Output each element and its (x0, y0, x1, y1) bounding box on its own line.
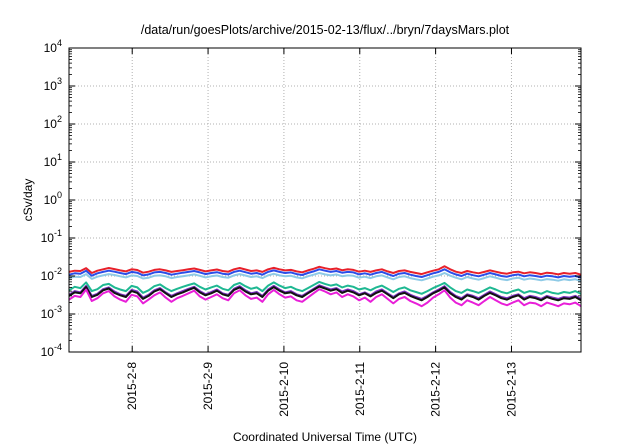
x-tick-label: 2015-2-8 (125, 362, 139, 410)
y-axis: 10-4 10-3 10-2 10-1 100 101 102 103 104 (41, 38, 581, 359)
x-tick-label: 2015-2-13 (504, 362, 518, 417)
series-group (68, 265, 582, 308)
y-tick-label: 103 (44, 76, 62, 93)
series-line (68, 268, 582, 279)
chart-title: /data/run/goesPlots/archive/2015-02-13/f… (141, 23, 510, 37)
x-axis-label: Coordinated Universal Time (UTC) (233, 430, 417, 444)
y-axis-label: cSv/day (21, 179, 35, 222)
x-tick-label: 2015-2-10 (277, 362, 291, 417)
x-tick-label: 2015-2-11 (353, 362, 367, 416)
x-axis: 2015-2-8 2015-2-9 2015-2-10 2015-2-11 2015-2… (125, 48, 518, 417)
y-tick-label: 102 (44, 114, 62, 131)
x-tick-label: 2015-2-9 (201, 362, 215, 410)
y-tick-label: 100 (44, 190, 62, 207)
y-tick-label: 104 (44, 38, 62, 55)
series-line (68, 288, 582, 308)
series-line (68, 265, 582, 276)
y-tick-label: 10-2 (41, 266, 62, 283)
x-tick-label: 2015-2-12 (429, 362, 443, 417)
y-tick-label: 10-1 (41, 228, 62, 245)
y-tick-label: 10-4 (41, 342, 62, 359)
y-tick-label: 101 (44, 152, 62, 169)
series-line (68, 280, 582, 295)
series-line (68, 285, 582, 302)
y-tick-label: 10-3 (41, 304, 62, 321)
series-line (68, 272, 582, 282)
grid (69, 48, 581, 352)
